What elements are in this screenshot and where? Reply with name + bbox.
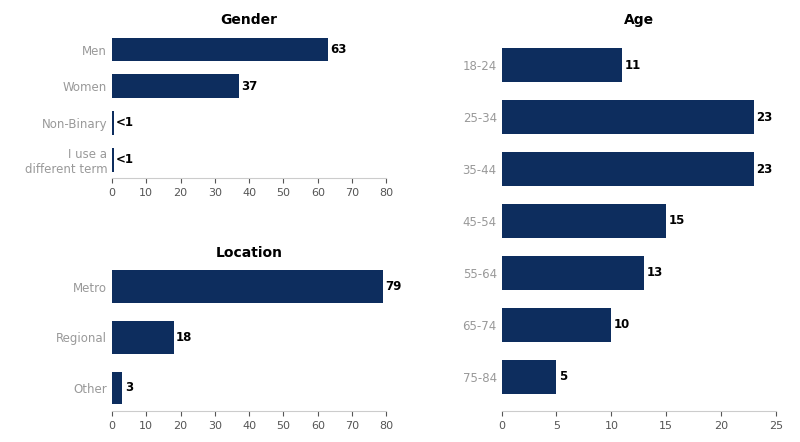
Text: <1: <1: [116, 153, 134, 166]
Title: Location: Location: [216, 246, 282, 260]
Bar: [112, 271, 383, 303]
Bar: [502, 152, 754, 186]
Bar: [502, 308, 611, 342]
Bar: [502, 100, 754, 134]
Text: 10: 10: [614, 318, 630, 332]
Title: Age: Age: [624, 13, 654, 27]
Text: 3: 3: [125, 381, 133, 394]
Bar: [112, 111, 114, 135]
Title: Gender: Gender: [221, 13, 278, 27]
Bar: [502, 204, 666, 238]
Bar: [112, 74, 239, 98]
Text: 37: 37: [242, 80, 258, 93]
Bar: [502, 256, 644, 290]
Text: 5: 5: [558, 370, 567, 383]
Bar: [502, 360, 557, 394]
Text: 18: 18: [176, 331, 193, 344]
Bar: [112, 321, 174, 354]
Text: 23: 23: [756, 110, 773, 124]
Text: 11: 11: [625, 59, 641, 72]
Bar: [112, 38, 328, 61]
Text: 13: 13: [646, 267, 662, 279]
Text: 15: 15: [669, 214, 685, 228]
Text: <1: <1: [116, 116, 134, 130]
Text: 23: 23: [756, 163, 773, 175]
Text: 63: 63: [330, 43, 347, 56]
Bar: [112, 148, 114, 171]
Bar: [112, 372, 122, 404]
Text: 79: 79: [386, 280, 402, 293]
Bar: [502, 48, 622, 82]
